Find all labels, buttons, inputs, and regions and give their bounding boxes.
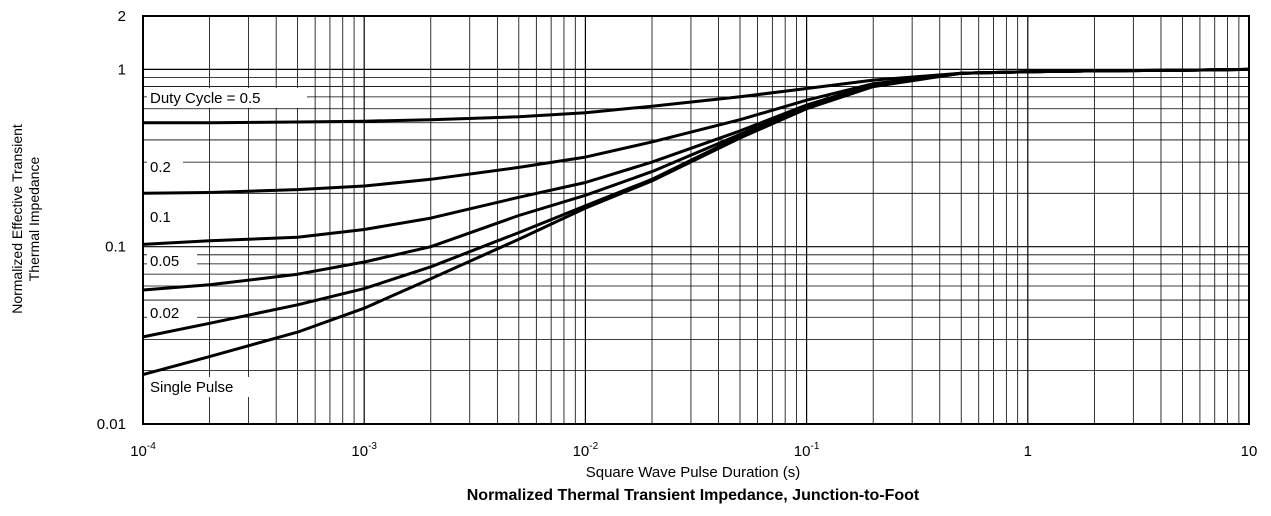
series-label: Duty Cycle = 0.5 [150, 90, 260, 107]
series-label-background [147, 207, 183, 227]
series-label: 0.1 [150, 209, 171, 226]
y-axis-label-line-1: Normalized Effective Transient [9, 124, 25, 314]
series-label-background [147, 303, 197, 323]
series-line [142, 67, 1250, 377]
x-tick-label: 10-3 [351, 441, 377, 460]
x-tick-label: 10-4 [130, 441, 156, 460]
x-tick-label: 10-1 [794, 441, 820, 460]
x-tick-label: 10-2 [573, 441, 599, 460]
series-label-background [147, 88, 307, 108]
y-tick-label: 0.01 [97, 416, 126, 433]
series-label: 0.02 [150, 305, 179, 322]
y-tick-label: 1 [118, 61, 126, 78]
series-label-background [147, 157, 183, 177]
y-tick-labels: 2 1 0.1 0.01 [97, 8, 126, 433]
series-label-background [147, 377, 263, 397]
x-tick-label: 1 [1024, 443, 1032, 460]
y-axis-label-line-2: Thermal Impedance [26, 157, 42, 282]
x-axis-label: Square Wave Pulse Duration (s) [586, 464, 801, 481]
series-label: 0.2 [150, 159, 171, 176]
series-label: 0.05 [150, 253, 179, 270]
y-tick-label: 2 [118, 8, 126, 25]
series-lines [142, 67, 1250, 377]
chart-title: Normalized Thermal Transient Impedance, … [467, 487, 920, 504]
series-line [142, 67, 1250, 339]
series-labels: Duty Cycle = 0.5 0.2 0.1 0.05 0.02 Single Pul… [147, 88, 307, 397]
series-line [142, 67, 1250, 195]
y-tick-label: 0.1 [105, 239, 126, 256]
series-label: Single Pulse [150, 379, 233, 396]
grid-lines [143, 16, 1249, 424]
x-tick-labels: 10-4 10-3 10-2 10-1 1 10 [130, 441, 1257, 460]
plot-frame [142, 15, 1250, 425]
series-label-background [147, 251, 197, 271]
x-tick-label: 10 [1241, 443, 1258, 460]
